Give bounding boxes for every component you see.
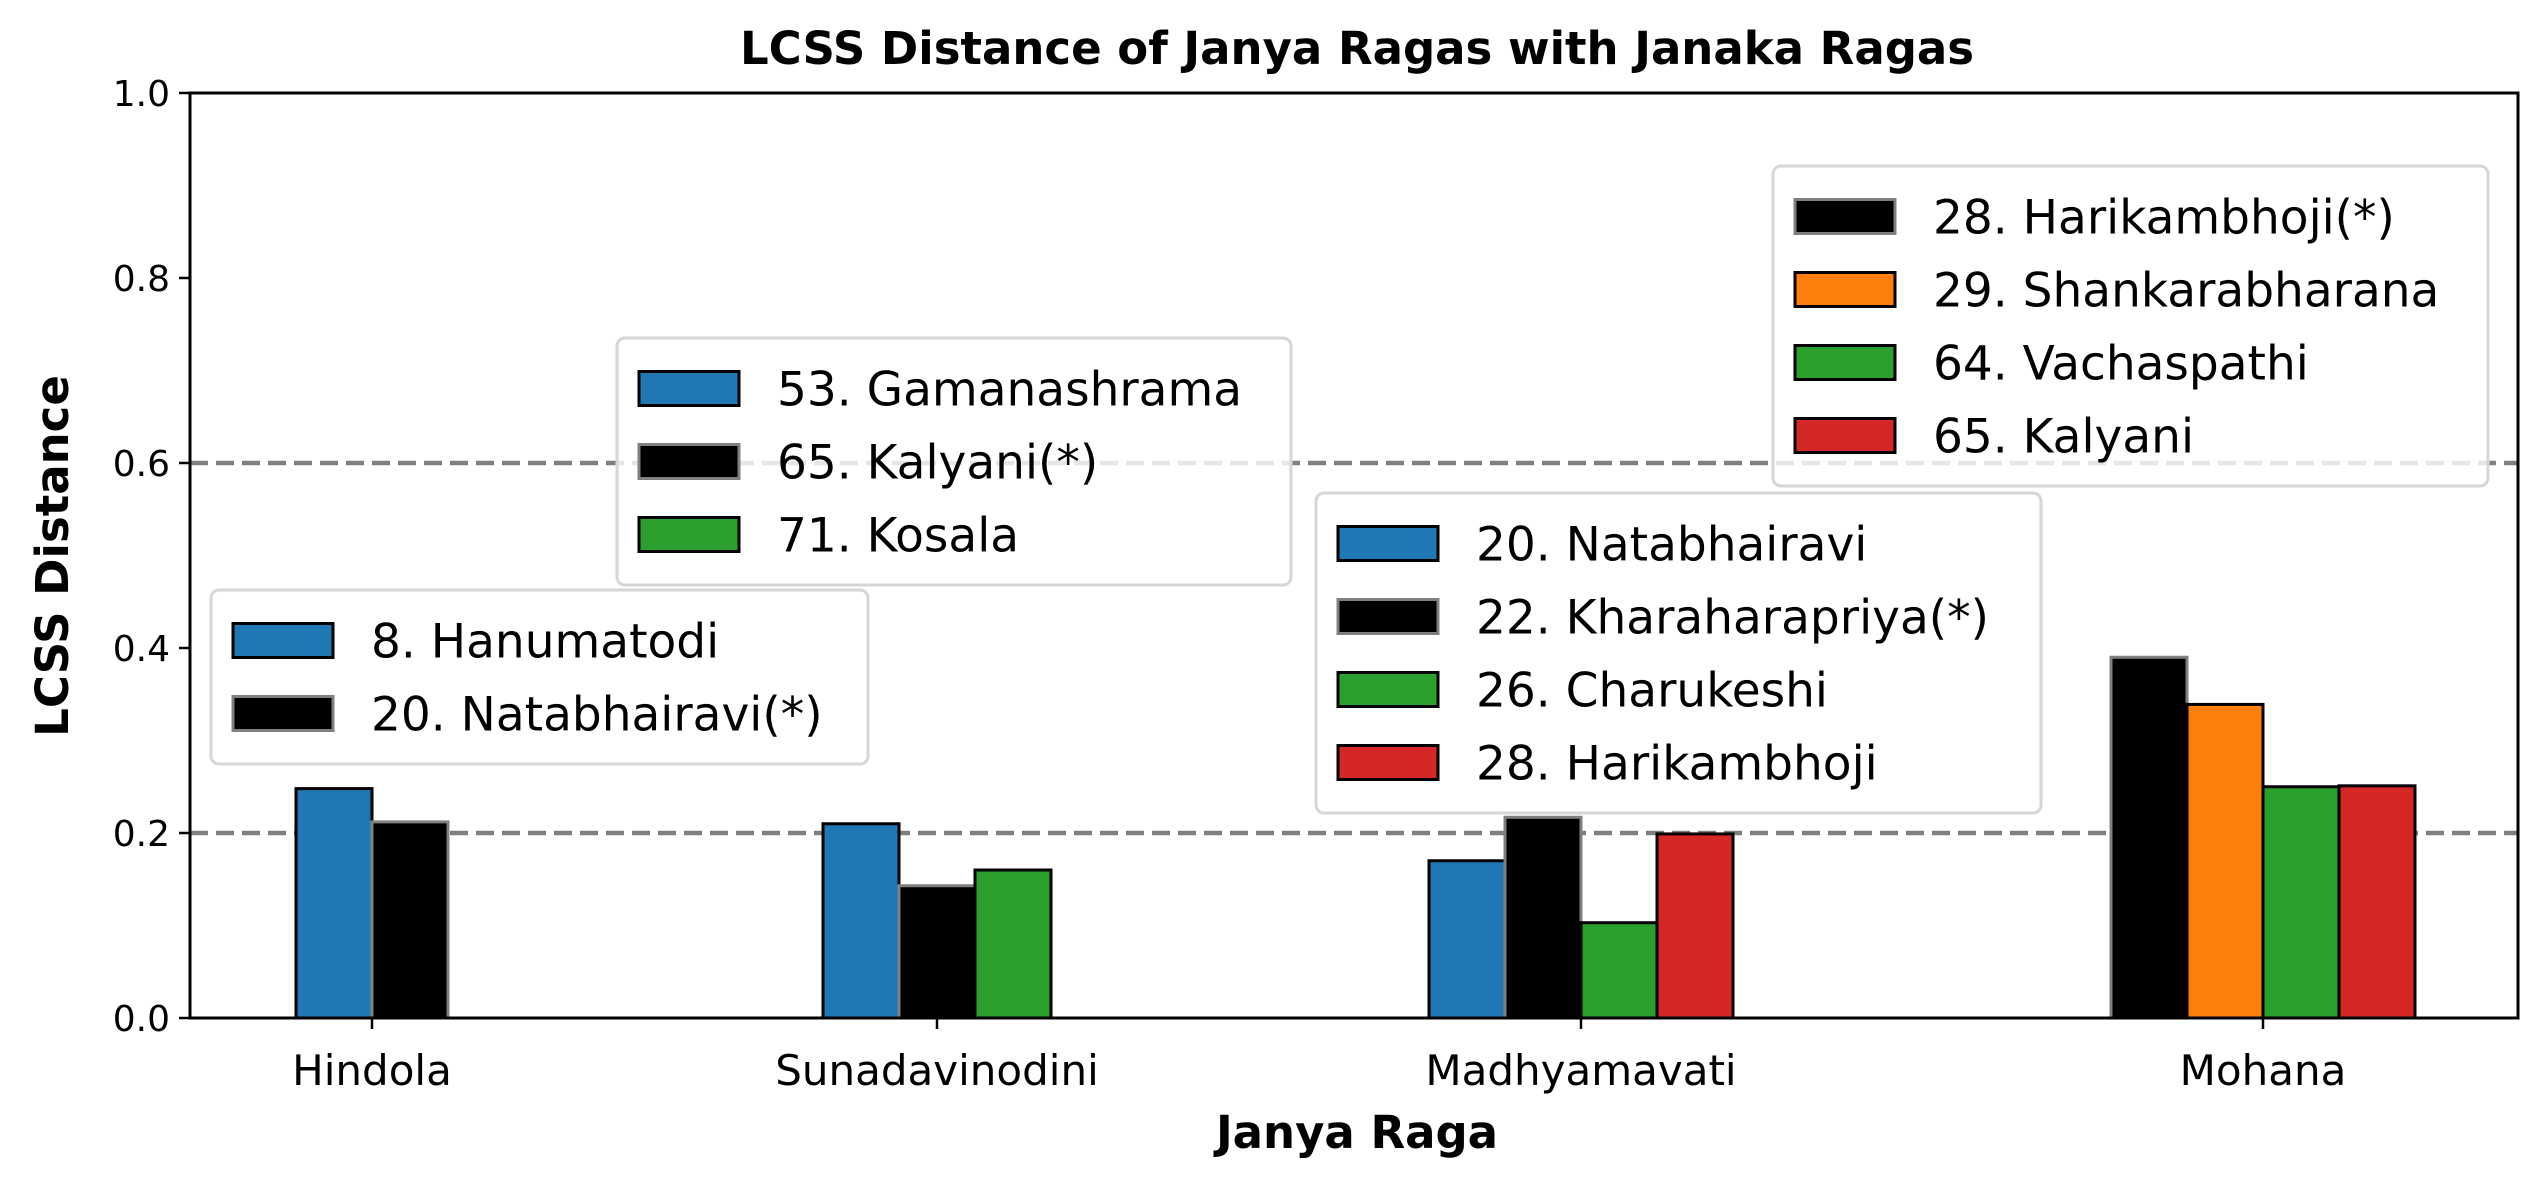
legend-swatch bbox=[231, 695, 335, 732]
legend-swatch bbox=[231, 622, 335, 659]
legend-hindola: 8. Hanumatodi 20. Natabhairavi(*) bbox=[209, 588, 870, 766]
y-tick-label: 1.0 bbox=[113, 74, 170, 115]
legend-swatch bbox=[1336, 671, 1440, 708]
plot-area: Hindola Sunadavinodini Madhyamavati Mohana 0… bbox=[113, 74, 2520, 1095]
plot-frame bbox=[188, 91, 2520, 1020]
legend-swatch bbox=[1793, 417, 1897, 454]
legend-entry-label: 65. Kalyani(*) bbox=[777, 436, 1098, 491]
legend-swatch bbox=[637, 370, 741, 407]
y-tick-label: 0.8 bbox=[113, 259, 170, 300]
y-tick-label: 0.0 bbox=[113, 999, 170, 1040]
bar-mohana-0 bbox=[2109, 655, 2189, 1020]
legend-entry-label: 28. Harikambhoji bbox=[1476, 737, 1878, 792]
legend-sunadavinodini: 53. Gamanashrama 65. Kalyani(*) 71. Kosala bbox=[615, 336, 1293, 587]
bar-madhyamavati-1 bbox=[1503, 815, 1583, 1020]
legend-entry-label: 20. Natabhairavi(*) bbox=[371, 688, 823, 743]
legend-entry-label: 26. Charukeshi bbox=[1476, 664, 1828, 719]
x-tick-label: Mohana bbox=[2180, 1046, 2347, 1095]
legend-entry-label: 20. Natabhairavi bbox=[1476, 518, 1867, 573]
legend-entry-label: 53. Gamanashrama bbox=[777, 363, 1242, 418]
bar-madhyamavati-3 bbox=[1655, 832, 1735, 1020]
bar-sunadavinodini-1 bbox=[897, 884, 977, 1020]
legend-frame bbox=[1314, 491, 2043, 815]
legend-swatch bbox=[1336, 598, 1440, 635]
bar-mohana-1 bbox=[2185, 702, 2265, 1020]
legend-entry-label: 65. Kalyani bbox=[1933, 410, 2194, 465]
legend-swatch bbox=[1336, 744, 1440, 781]
y-tick-label: 0.4 bbox=[113, 629, 170, 670]
legend-frame bbox=[1771, 164, 2490, 488]
chart-title: LCSS Distance of Janya Ragas with Janaka… bbox=[740, 22, 1974, 75]
legend-entry-label: 28. Harikambhoji(*) bbox=[1933, 191, 2395, 246]
y-tick-label: 0.2 bbox=[113, 814, 170, 855]
y-axis-label: LCSS Distance bbox=[26, 375, 79, 737]
legend-madhyamavati: 20. Natabhairavi 22. Kharaharapriya(*) 26.… bbox=[1314, 491, 2043, 815]
bar-hindola-1 bbox=[370, 820, 450, 1020]
bar-sunadavinodini-0 bbox=[821, 822, 901, 1020]
x-tick-label: Madhyamavati bbox=[1425, 1046, 1736, 1095]
y-tick-label: 0.6 bbox=[113, 444, 170, 485]
bar-madhyamavati-2 bbox=[1579, 921, 1659, 1020]
legend-swatch bbox=[1793, 271, 1897, 308]
bar-hindola-0 bbox=[294, 787, 374, 1020]
legend-entry-label: 8. Hanumatodi bbox=[371, 615, 719, 670]
legend-swatch bbox=[637, 516, 741, 553]
legend-frame bbox=[615, 336, 1293, 587]
legend-swatch bbox=[1793, 198, 1897, 235]
legend-mohana: 28. Harikambhoji(*) 29. Shankarabharana 64… bbox=[1771, 164, 2490, 488]
legend-swatch bbox=[637, 443, 741, 480]
legend-swatch bbox=[1336, 525, 1440, 562]
x-tick-label: Sunadavinodini bbox=[775, 1046, 1099, 1095]
bar-mohana-3 bbox=[2337, 784, 2417, 1020]
legend-entry-label: 64. Vachaspathi bbox=[1933, 337, 2309, 392]
bar-madhyamavati-0 bbox=[1427, 859, 1507, 1020]
legend-frame bbox=[209, 588, 870, 766]
legend-entry-label: 29. Shankarabharana bbox=[1933, 264, 2439, 319]
x-axis-label: Janya Raga bbox=[1213, 1106, 1498, 1159]
legends: 8. Hanumatodi 20. Natabhairavi(*) 53. Gama… bbox=[209, 164, 2490, 815]
legend-entry-label: 22. Kharaharapriya(*) bbox=[1476, 591, 1989, 646]
legend-swatch bbox=[1793, 344, 1897, 381]
x-tick-label: Hindola bbox=[292, 1046, 452, 1095]
bar-sunadavinodini-2 bbox=[973, 868, 1053, 1020]
bar-mohana-2 bbox=[2261, 785, 2341, 1020]
legend-entry-label: 71. Kosala bbox=[777, 509, 1019, 564]
